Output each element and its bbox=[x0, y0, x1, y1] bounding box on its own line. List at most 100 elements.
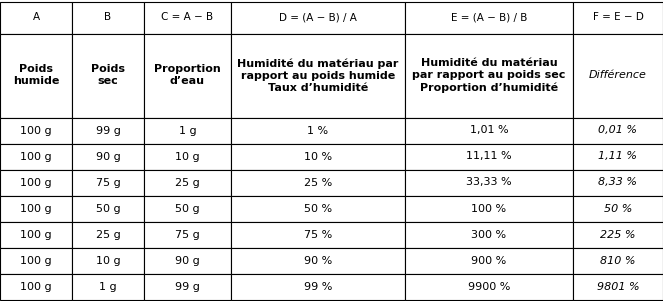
Text: 99 g: 99 g bbox=[95, 126, 121, 135]
Bar bbox=[144, 274, 231, 299]
Bar bbox=[72, 33, 144, 117]
Text: 1 g: 1 g bbox=[99, 281, 117, 291]
Bar bbox=[573, 169, 663, 196]
Text: 75 %: 75 % bbox=[304, 229, 332, 240]
Bar bbox=[72, 144, 144, 169]
Text: 100 g: 100 g bbox=[20, 229, 52, 240]
Text: D = (A − B) / A: D = (A − B) / A bbox=[279, 13, 357, 23]
Text: 100 g: 100 g bbox=[20, 126, 52, 135]
Text: 50 g: 50 g bbox=[175, 203, 200, 213]
Text: 10 g: 10 g bbox=[175, 151, 200, 162]
Bar bbox=[231, 222, 405, 247]
Bar bbox=[231, 169, 405, 196]
Text: 300 %: 300 % bbox=[471, 229, 507, 240]
Bar bbox=[573, 222, 663, 247]
Text: 225 %: 225 % bbox=[600, 229, 636, 240]
Text: 50 %: 50 % bbox=[304, 203, 332, 213]
Bar bbox=[0, 2, 72, 33]
Bar bbox=[72, 117, 144, 144]
Bar bbox=[405, 222, 573, 247]
Text: 11,11 %: 11,11 % bbox=[466, 151, 512, 162]
Text: 810 %: 810 % bbox=[600, 256, 636, 265]
Bar bbox=[0, 33, 72, 117]
Text: B: B bbox=[105, 13, 111, 23]
Text: 100 g: 100 g bbox=[20, 256, 52, 265]
Bar bbox=[72, 274, 144, 299]
Bar bbox=[573, 274, 663, 299]
Text: 50 %: 50 % bbox=[604, 203, 633, 213]
Text: Humidité du matériau
par rapport au poids sec
Proportion d’humidité: Humidité du matériau par rapport au poid… bbox=[412, 58, 566, 93]
Text: Proportion
d’eau: Proportion d’eau bbox=[154, 64, 221, 86]
Bar bbox=[573, 144, 663, 169]
Text: 1,01 %: 1,01 % bbox=[469, 126, 509, 135]
Text: Poids
humide: Poids humide bbox=[13, 64, 59, 86]
Text: 99 %: 99 % bbox=[304, 281, 332, 291]
Bar bbox=[144, 196, 231, 222]
Bar bbox=[231, 247, 405, 274]
Bar bbox=[231, 144, 405, 169]
Bar bbox=[405, 247, 573, 274]
Bar bbox=[573, 196, 663, 222]
Bar bbox=[0, 117, 72, 144]
Bar bbox=[72, 196, 144, 222]
Text: 100 g: 100 g bbox=[20, 203, 52, 213]
Bar bbox=[573, 2, 663, 33]
Bar bbox=[144, 33, 231, 117]
Text: 90 %: 90 % bbox=[304, 256, 332, 265]
Text: 100 %: 100 % bbox=[471, 203, 507, 213]
Bar bbox=[144, 2, 231, 33]
Text: 25 %: 25 % bbox=[304, 178, 332, 188]
Text: 90 g: 90 g bbox=[175, 256, 200, 265]
Bar bbox=[573, 33, 663, 117]
Bar bbox=[405, 117, 573, 144]
Text: 25 g: 25 g bbox=[95, 229, 121, 240]
Text: E = (A − B) / B: E = (A − B) / B bbox=[451, 13, 527, 23]
Text: 99 g: 99 g bbox=[175, 281, 200, 291]
Text: 9900 %: 9900 % bbox=[468, 281, 511, 291]
Text: 100 g: 100 g bbox=[20, 151, 52, 162]
Text: 1 %: 1 % bbox=[308, 126, 329, 135]
Bar bbox=[0, 247, 72, 274]
Text: Différence: Différence bbox=[589, 70, 647, 80]
Text: 50 g: 50 g bbox=[95, 203, 120, 213]
Text: 75 g: 75 g bbox=[95, 178, 121, 188]
Text: 10 g: 10 g bbox=[95, 256, 120, 265]
Bar bbox=[0, 144, 72, 169]
Text: F = E − D: F = E − D bbox=[593, 13, 643, 23]
Bar bbox=[144, 247, 231, 274]
Text: 25 g: 25 g bbox=[175, 178, 200, 188]
Bar bbox=[405, 144, 573, 169]
Bar bbox=[144, 169, 231, 196]
Text: C = A − B: C = A − B bbox=[161, 13, 213, 23]
Text: 75 g: 75 g bbox=[175, 229, 200, 240]
Bar bbox=[72, 2, 144, 33]
Bar bbox=[231, 33, 405, 117]
Text: 8,33 %: 8,33 % bbox=[599, 178, 638, 188]
Bar bbox=[573, 247, 663, 274]
Bar bbox=[231, 274, 405, 299]
Bar bbox=[0, 222, 72, 247]
Text: 1,11 %: 1,11 % bbox=[599, 151, 638, 162]
Bar bbox=[144, 117, 231, 144]
Bar bbox=[72, 222, 144, 247]
Bar bbox=[405, 169, 573, 196]
Bar bbox=[405, 196, 573, 222]
Text: Poids
sec: Poids sec bbox=[91, 64, 125, 86]
Bar bbox=[231, 196, 405, 222]
Text: 90 g: 90 g bbox=[95, 151, 121, 162]
Text: 900 %: 900 % bbox=[471, 256, 507, 265]
Bar bbox=[231, 2, 405, 33]
Text: Humidité du matériau par
rapport au poids humide
Taux d’humidité: Humidité du matériau par rapport au poid… bbox=[237, 58, 398, 93]
Bar bbox=[0, 196, 72, 222]
Bar bbox=[405, 33, 573, 117]
Bar bbox=[573, 117, 663, 144]
Bar bbox=[144, 144, 231, 169]
Bar bbox=[405, 274, 573, 299]
Bar bbox=[72, 247, 144, 274]
Bar bbox=[405, 2, 573, 33]
Text: 9801 %: 9801 % bbox=[597, 281, 639, 291]
Text: 1 g: 1 g bbox=[179, 126, 196, 135]
Bar bbox=[72, 169, 144, 196]
Text: 100 g: 100 g bbox=[20, 281, 52, 291]
Text: 100 g: 100 g bbox=[20, 178, 52, 188]
